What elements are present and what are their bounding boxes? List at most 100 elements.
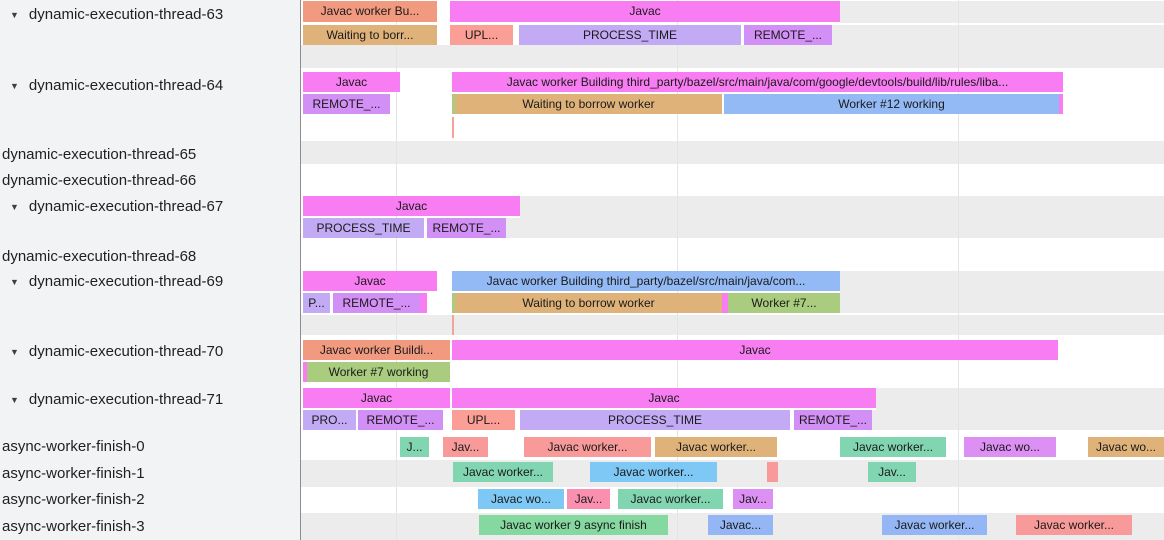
track-name-text: dynamic-execution-thread-70 <box>28 343 224 360</box>
trace-slice[interactable]: Javac... <box>708 515 773 535</box>
trace-slice[interactable]: Jav... <box>733 489 773 509</box>
trace-slice[interactable]: REMOTE_... <box>744 25 832 45</box>
track-name-text: async-worker-finish-1 <box>2 465 145 482</box>
trace-slice[interactable]: Javac <box>452 340 1058 360</box>
track-background <box>832 25 1164 45</box>
trace-slice[interactable]: Javac worker... <box>453 462 553 482</box>
track-label-dynamic-execution-thread-70[interactable]: ▼ dynamic-execution-thread-70 <box>10 342 223 362</box>
timeline-canvas[interactable]: Javac worker Bu... Javac Waiting to borr..… <box>300 0 1164 540</box>
trace-slice[interactable]: Javac worker Building third_party/bazel/… <box>452 271 840 291</box>
trace-slice[interactable]: PRO... <box>303 410 356 430</box>
trace-slice[interactable]: Javac worker Buildi... <box>303 340 450 360</box>
trace-slice[interactable]: Worker #7... <box>728 293 840 313</box>
track-label-dynamic-execution-thread-71[interactable]: ▼ dynamic-execution-thread-71 <box>10 390 223 410</box>
trace-slice[interactable]: Javac worker... <box>618 489 723 509</box>
track-background <box>300 141 1164 164</box>
trace-slice[interactable]: REMOTE_... <box>303 94 390 114</box>
trace-slice[interactable]: REMOTE_... <box>794 410 872 430</box>
trace-slice[interactable]: REMOTE_... <box>333 293 420 313</box>
trace-slice[interactable] <box>1059 94 1063 114</box>
track-name-text: async-worker-finish-0 <box>2 438 145 455</box>
trace-slice[interactable]: Javac <box>303 271 437 291</box>
trace-slice[interactable] <box>452 94 455 114</box>
trace-slice[interactable]: Javac worker... <box>655 437 777 457</box>
trace-slice[interactable]: Javac <box>303 388 450 408</box>
track-background <box>840 1 1164 23</box>
trace-slice[interactable]: Javac wo... <box>964 437 1056 457</box>
track-name-text: dynamic-execution-thread-67 <box>28 198 224 215</box>
track-background <box>840 271 1164 293</box>
flow-event-tick[interactable] <box>452 117 454 138</box>
trace-slice[interactable]: Javac <box>303 72 400 92</box>
trace-slice[interactable]: Waiting to borrow worker <box>455 94 722 114</box>
trace-slice[interactable]: P... <box>303 293 330 313</box>
collapse-triangle-icon[interactable]: ▼ <box>10 277 19 287</box>
track-label-async-worker-finish-2[interactable]: async-worker-finish-2 <box>2 490 145 510</box>
track-label-dynamic-execution-thread-66[interactable]: dynamic-execution-thread-66 <box>2 171 196 191</box>
trace-slice[interactable]: PROCESS_TIME <box>303 218 424 238</box>
track-label-async-worker-finish-1[interactable]: async-worker-finish-1 <box>2 464 145 484</box>
trace-slice[interactable]: Javac <box>452 388 876 408</box>
trace-slice[interactable]: Waiting to borrow worker <box>455 293 722 313</box>
track-name-text: dynamic-execution-thread-69 <box>28 273 224 290</box>
trace-slice[interactable]: Javac wo... <box>478 489 564 509</box>
track-label-async-worker-finish-0[interactable]: async-worker-finish-0 <box>2 437 145 457</box>
trace-slice[interactable] <box>303 362 307 382</box>
trace-slice[interactable]: UPL... <box>452 410 515 430</box>
collapse-triangle-icon[interactable]: ▼ <box>10 81 19 91</box>
trace-slice[interactable]: UPL... <box>450 25 513 45</box>
collapse-triangle-icon[interactable]: ▼ <box>10 10 19 20</box>
track-background <box>872 410 1164 430</box>
trace-slice[interactable]: J... <box>400 437 429 457</box>
track-label-dynamic-execution-thread-67[interactable]: ▼ dynamic-execution-thread-67 <box>10 197 223 217</box>
track-label-dynamic-execution-thread-64[interactable]: ▼ dynamic-execution-thread-64 <box>10 76 223 96</box>
trace-slice[interactable]: Javac worker... <box>524 437 651 457</box>
track-background <box>520 196 1164 218</box>
trace-slice[interactable]: Javac <box>303 196 520 216</box>
track-name-text: dynamic-execution-thread-65 <box>2 146 197 163</box>
trace-slice[interactable] <box>767 462 778 482</box>
trace-slice[interactable]: REMOTE_... <box>427 218 506 238</box>
track-label-async-worker-finish-3[interactable]: async-worker-finish-3 <box>2 517 145 537</box>
trace-slice[interactable]: Worker #7 working <box>307 362 450 382</box>
trace-slice[interactable]: Waiting to borr... <box>303 25 437 45</box>
track-label-dynamic-execution-thread-68[interactable]: dynamic-execution-thread-68 <box>2 247 196 267</box>
trace-slice[interactable]: Javac worker... <box>840 437 946 457</box>
trace-slice[interactable]: Javac worker 9 async finish <box>479 515 668 535</box>
trace-slice[interactable]: Javac worker... <box>590 462 717 482</box>
collapse-triangle-icon[interactable]: ▼ <box>10 395 19 405</box>
trace-slice[interactable]: Worker #12 working <box>724 94 1059 114</box>
trace-slice[interactable] <box>722 293 728 313</box>
timeline-gridline <box>677 0 678 540</box>
track-label-dynamic-execution-thread-69[interactable]: ▼ dynamic-execution-thread-69 <box>10 272 223 292</box>
trace-slice[interactable]: Javac <box>450 1 840 22</box>
collapse-triangle-icon[interactable]: ▼ <box>10 202 19 212</box>
track-background <box>300 45 1164 68</box>
collapse-triangle-icon[interactable]: ▼ <box>10 347 19 357</box>
track-background <box>876 388 1164 410</box>
track-name-text: async-worker-finish-2 <box>2 491 145 508</box>
trace-slice[interactable]: PROCESS_TIME <box>520 410 790 430</box>
track-background <box>506 218 1164 238</box>
track-label-dynamic-execution-thread-65[interactable]: dynamic-execution-thread-65 <box>2 145 196 165</box>
trace-slice[interactable]: Jav... <box>567 489 610 509</box>
track-label-dynamic-execution-thread-63[interactable]: ▼ dynamic-execution-thread-63 <box>10 5 223 25</box>
trace-slice[interactable] <box>420 293 427 313</box>
timeline-gridline <box>396 0 397 540</box>
track-name-text: async-worker-finish-3 <box>2 518 145 535</box>
trace-slice[interactable]: Javac worker Building third_party/bazel/… <box>452 72 1063 92</box>
track-name-text: dynamic-execution-thread-71 <box>28 391 224 408</box>
flow-event-tick[interactable] <box>452 315 454 335</box>
trace-slice[interactable]: PROCESS_TIME <box>519 25 741 45</box>
trace-slice[interactable]: Jav... <box>868 462 916 482</box>
track-name-sidebar: ▼ dynamic-execution-thread-63 ▼ dynamic-exe… <box>0 0 301 540</box>
track-background <box>300 460 1164 487</box>
trace-slice[interactable]: Javac worker... <box>1016 515 1132 535</box>
trace-slice[interactable]: Javac worker Bu... <box>303 1 437 22</box>
trace-slice[interactable]: Jav... <box>443 437 488 457</box>
trace-slice[interactable] <box>452 293 455 313</box>
track-name-text: dynamic-execution-thread-68 <box>2 248 197 265</box>
trace-slice[interactable]: REMOTE_... <box>358 410 443 430</box>
trace-slice[interactable]: Javac wo... <box>1088 437 1164 457</box>
trace-slice[interactable]: Javac worker... <box>882 515 987 535</box>
